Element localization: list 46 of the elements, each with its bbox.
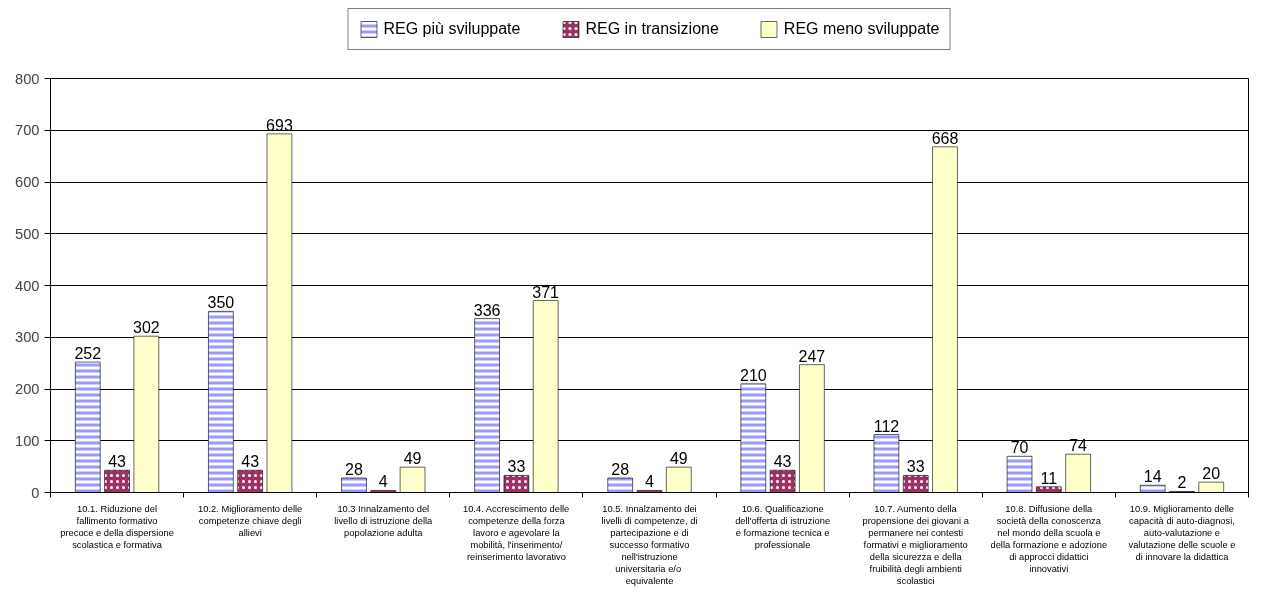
data-label: 371 (532, 283, 560, 301)
data-label: 210 (739, 366, 767, 384)
x-tick-label: 10.1. Riduzione del fallimento formativo precoce e della dispersione scolastica e formativa (60, 503, 174, 550)
y-tick-label: 200 (15, 381, 40, 397)
data-label: 20 (1202, 465, 1221, 483)
y-tick-label: 0 (31, 484, 40, 501)
data-label: 112 (873, 417, 900, 435)
x-tick-label: 10.2. Miglioramento delle competenze chiave degli allievi (198, 503, 303, 538)
x-tick-label: 10.4. Accrescimento delle competenze della forza lavoro e agevolare la mobilità, l'inserimento/ reinserimento lavorativo (462, 503, 570, 562)
x-tick-label: 10.6. Qualificazione dell'offerta di istruzione e formazione tecnica e professionale (735, 503, 831, 550)
data-label: 252 (74, 345, 102, 363)
x-tick-label: 10.8. Diffusione della società della conoscenza nel mondo della scuola e della formazione e adozione di approcci didattici innovativi (990, 503, 1108, 574)
data-label: 350 (207, 294, 235, 312)
y-tick-label: 700 (15, 122, 40, 139)
data-label: 2 (1177, 474, 1187, 492)
y-tick-label: 600 (15, 174, 40, 190)
data-label: 4 (645, 473, 655, 491)
y-tick-label: 800 (15, 70, 40, 87)
y-tick-label: 400 (15, 277, 40, 294)
legend-label: REG in transizione (585, 20, 719, 38)
data-label: 28 (611, 461, 630, 479)
data-label: 33 (906, 458, 925, 476)
data-label: 668 (931, 129, 959, 147)
data-label: 70 (1010, 439, 1029, 457)
data-label: 49 (403, 450, 422, 468)
data-label: 33 (507, 458, 526, 476)
y-tick-label: 100 (15, 432, 40, 449)
legend-label: REG meno sviluppate (783, 20, 940, 38)
y-tick-label: 500 (15, 225, 40, 242)
data-label: 11 (1040, 469, 1058, 487)
x-tick-label: 10.9. Miglioramento delle capacità di auto-diagnosi, auto-valutazione e valutazione delle scuole e di innovare la didattica (1128, 503, 1236, 562)
y-tick-label: 300 (15, 329, 40, 346)
data-label: 43 (241, 453, 260, 471)
data-label: 336 (473, 301, 501, 319)
x-tick-label: 10.5. Innalzamento dei livelli di competenze, di partecipazione e di successo formativo nell'istruzione universitaria e/o equivalente (601, 503, 698, 586)
x-tick-label: 10.7. Aumento della propensione dei giovani a permanere nei contesti formativi e miglioramento della sicurezza e della fruibilità degli ambienti scolastici (862, 503, 970, 586)
data-label: 14 (1143, 468, 1162, 486)
data-label: 49 (669, 450, 688, 468)
data-label: 247 (798, 347, 826, 365)
x-tick-label: 10.3 Innalzamento del livello di istruzione della popolazione adulta (334, 503, 434, 538)
data-label: 28 (345, 461, 363, 479)
data-label: 302 (132, 319, 160, 337)
data-label: 43 (773, 453, 792, 471)
data-label: 4 (378, 473, 388, 491)
data-label: 43 (108, 453, 127, 471)
legend-label: REG più sviluppate (383, 20, 521, 38)
